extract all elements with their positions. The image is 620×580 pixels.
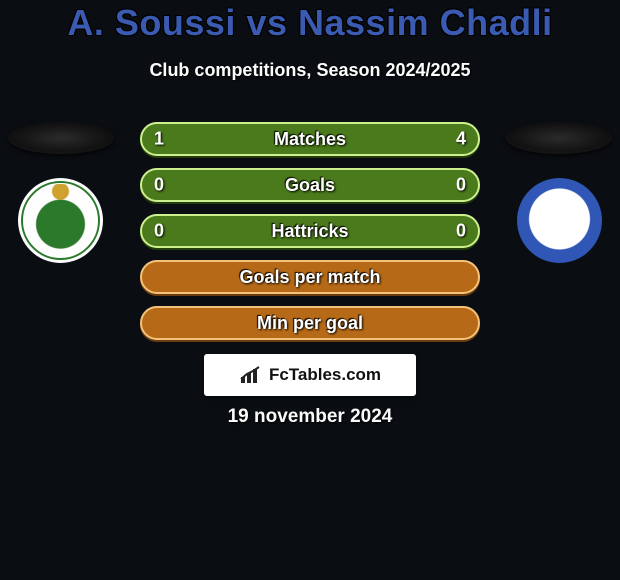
stat-right-value: 0 (456, 221, 466, 242)
snapshot-date: 19 november 2024 (0, 406, 620, 428)
player1-name: A. Soussi (67, 2, 236, 43)
stat-label: Goals (285, 175, 335, 196)
stat-label: Goals per match (239, 267, 380, 288)
stat-row-hattricks: 0 Hattricks 0 (140, 214, 480, 248)
stat-label: Hattricks (271, 221, 348, 242)
page-title: A. Soussi vs Nassim Chadli (0, 2, 620, 44)
brand-watermark: FcTables.com (204, 354, 416, 396)
stat-row-goals: 0 Goals 0 (140, 168, 480, 202)
stat-left-value: 1 (154, 129, 164, 150)
player2-name: Nassim Chadli (298, 2, 553, 43)
player1-silhouette (8, 122, 114, 154)
club-badge-right: FCVB (517, 178, 602, 263)
brand-text: FcTables.com (269, 365, 381, 385)
stat-right-value: 0 (456, 175, 466, 196)
stat-left-value: 0 (154, 221, 164, 242)
comparison-infographic: A. Soussi vs Nassim Chadli Club competit… (0, 0, 620, 580)
stat-right-value: 4 (456, 129, 466, 150)
stat-label: Matches (274, 129, 346, 150)
vs-separator: vs (246, 2, 287, 43)
club-badge-left (18, 178, 103, 263)
club-right-initials: FCVB (542, 213, 577, 228)
stat-row-matches: 1 Matches 4 (140, 122, 480, 156)
bar-chart-icon (239, 365, 263, 385)
stat-row-goals-per-match: Goals per match (140, 260, 480, 294)
player2-silhouette (506, 122, 612, 154)
stat-row-min-per-goal: Min per goal (140, 306, 480, 340)
crest-ring-icon (21, 181, 100, 260)
stat-left-value: 0 (154, 175, 164, 196)
stat-label: Min per goal (257, 313, 363, 334)
subtitle: Club competitions, Season 2024/2025 (0, 60, 620, 81)
